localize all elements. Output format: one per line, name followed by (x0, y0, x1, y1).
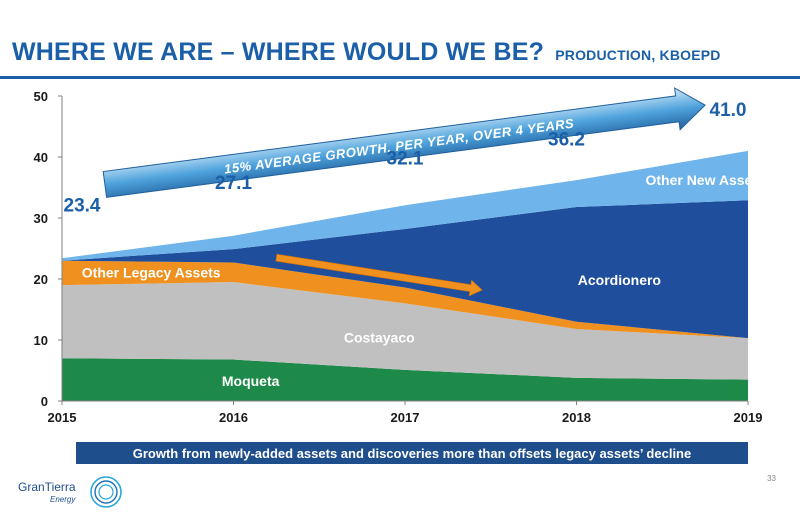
logo-swirl-icon (90, 476, 122, 508)
area-acordionero (62, 200, 748, 339)
y-tick-label: 30 (34, 211, 48, 226)
total-label: 32.1 (387, 148, 424, 169)
x-tick-label: 2016 (219, 410, 248, 425)
area-other-legacy-assets (62, 260, 748, 339)
title-unit: PRODUCTION, KBOEPD (555, 47, 721, 63)
area-layers (62, 150, 748, 401)
title-text: WHERE WE ARE – WHERE WOULD WE BE? (12, 38, 545, 66)
decline-arrow-shape (275, 253, 483, 297)
growth-arrow-shape (102, 87, 706, 198)
chart-axes: 0 10 20 30 40 50 2015 2016 2017 2018 2019 (34, 89, 763, 425)
chart-labels: Moqueta Costayaco Other Legacy Assets Acord… (64, 100, 765, 389)
page-title: WHERE WE ARE – WHERE WOULD WE BE? PRODUC… (12, 38, 721, 67)
logo-subtext: Energy (50, 495, 76, 504)
y-tick-label: 0 (41, 394, 48, 409)
area-other-new-assets (62, 150, 748, 261)
total-label: 41.0 (710, 100, 747, 121)
logo-text: GranTierra (18, 480, 76, 494)
page-number: 33 (767, 474, 776, 483)
company-logo: GranTierra Energy (14, 472, 124, 512)
x-tick-label: 2015 (48, 410, 77, 425)
title-divider (0, 76, 800, 79)
area-costayaco (62, 282, 748, 380)
series-label-acordionero: Acordionero (578, 272, 661, 288)
area-moqueta (62, 358, 748, 401)
decline-arrow (275, 253, 483, 297)
series-label-costayaco: Costayaco (344, 330, 415, 346)
series-label-moqueta: Moqueta (222, 373, 280, 389)
y-tick-label: 10 (34, 333, 48, 348)
x-tick-label: 2018 (562, 410, 591, 425)
x-tick-label: 2017 (391, 410, 420, 425)
series-label-other-legacy-assets: Other Legacy Assets (82, 265, 221, 281)
total-label: 23.4 (64, 195, 101, 216)
total-label: 36.2 (548, 129, 585, 150)
y-tick-label: 40 (34, 150, 48, 165)
series-label-other-new-assets: Other New Assets (645, 172, 765, 188)
x-tick-label: 2019 (734, 410, 763, 425)
total-label: 27.1 (215, 173, 252, 194)
y-tick-label: 20 (34, 272, 48, 287)
y-tick-label: 50 (34, 89, 48, 104)
summary-banner: Growth from newly-added assets and disco… (76, 442, 748, 464)
